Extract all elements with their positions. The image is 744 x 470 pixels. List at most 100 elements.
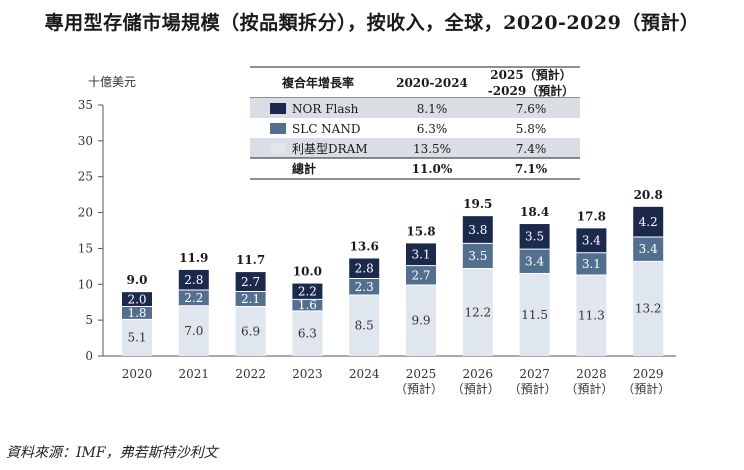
bar-group-2026: 12.2 3.5 3.8 19.5 2026（預計） <box>452 197 500 396</box>
total-value-label: 17.8 <box>577 209 606 223</box>
bar-group-2023: 6.3 1.62.2 10.0 2023 <box>292 265 323 381</box>
bar-nor-flash <box>633 206 664 237</box>
bar-group-2025: 9.9 2.7 3.1 15.8 2025（預計） <box>395 224 443 396</box>
bar-group-2022: 6.9 2.1 2.7 11.7 2022 <box>235 253 266 381</box>
slc-value-label: 3.4 <box>525 254 544 268</box>
bar-dram <box>519 273 550 356</box>
x-tick-label: 2023 <box>292 367 323 381</box>
cagr-value-2: 7.4% <box>516 142 547 156</box>
bar-nor-flash <box>292 283 323 300</box>
bar-slc-nand <box>235 291 266 307</box>
chart-title: 專用型存儲市場規模（按品類拆分），按收入，全球，2020-2029（預計） <box>44 12 700 34</box>
table-header-cagr: 複合年增長率 <box>281 75 354 90</box>
dram-value-label: 8.5 <box>355 319 374 333</box>
bar-dram <box>576 274 607 356</box>
y-tick-label: 25 <box>78 170 93 184</box>
bar-slc-nand <box>292 299 323 311</box>
total-value-label: 11.7 <box>236 253 265 267</box>
bar-dram <box>235 306 266 356</box>
bar-dram <box>633 261 664 356</box>
bar-dram <box>122 319 152 356</box>
table-row-shade <box>250 138 580 158</box>
x-tick-label: 2024 <box>349 367 380 381</box>
bar-dram <box>349 295 380 356</box>
slc-value-label: 3.4 <box>639 242 658 256</box>
x-tick-label: 2028 <box>576 367 607 381</box>
x-tick-sublabel: （預計） <box>509 381 557 396</box>
legend-label: SLC NAND <box>292 122 360 136</box>
bar-nor-flash <box>235 272 266 292</box>
bar-nor-flash <box>406 243 436 266</box>
x-tick-label: 2021 <box>179 367 210 381</box>
cagr-value-2: 7.6% <box>516 102 547 116</box>
x-tick-sublabel: （預計） <box>622 381 670 396</box>
bar-group-2024: 8.5 2.3 2.8 13.6 2024 <box>349 239 380 381</box>
total-value-label: 9.0 <box>127 273 148 287</box>
x-tick-sublabel: （預計） <box>565 381 613 396</box>
total-value-label: 19.5 <box>463 197 492 211</box>
nor-value-label: 3.8 <box>468 223 487 237</box>
nor-value-label: 4.2 <box>639 215 658 229</box>
dram-value-label: 6.3 <box>298 326 317 340</box>
dram-value-label: 11.5 <box>521 308 548 322</box>
bar-slc-nand <box>633 236 664 262</box>
total-value-label: 11.9 <box>179 251 208 265</box>
bar-dram <box>406 285 436 356</box>
bar-dram <box>292 310 323 356</box>
dram-value-label: 5.1 <box>127 331 146 345</box>
total-value-label: 13.6 <box>350 239 379 253</box>
slc-value-label: 2.3 <box>355 280 374 294</box>
total-row-label: 總計 <box>292 161 316 176</box>
table-header-period-2a: 2025（預計） <box>490 67 571 82</box>
bar-slc-nand <box>519 249 550 274</box>
bar-slc-nand <box>349 278 380 296</box>
x-tick-sublabel: （預計） <box>452 381 500 396</box>
nor-value-label: 3.5 <box>525 230 544 244</box>
bar-group-2020: 5.1 1.82.0 9.0 2020 <box>122 273 153 381</box>
bar-nor-flash <box>122 292 152 307</box>
total-value-label: 20.8 <box>634 188 663 202</box>
slc-value-label: 2.1 <box>241 292 260 306</box>
y-tick-label: 35 <box>78 98 93 112</box>
bar-nor-flash <box>576 228 607 253</box>
y-tick-label: 15 <box>78 241 93 255</box>
nor-value-label: 2.0 <box>127 292 146 306</box>
table-header-period-2b: -2029（預計） <box>488 83 574 98</box>
bar-nor-flash <box>178 269 209 291</box>
dram-value-label: 13.2 <box>635 302 662 316</box>
dram-value-label: 11.3 <box>578 308 605 322</box>
bar-group-2028: 11.3 3.1 3.4 17.8 2028（預計） <box>565 209 613 396</box>
bar-nor-flash <box>462 216 493 244</box>
nor-value-label: 2.8 <box>184 273 203 287</box>
bar-slc-nand <box>122 306 152 320</box>
slc-value-label: 1.6 <box>298 298 317 312</box>
bar-group-2027: 11.5 3.4 3.5 18.4 2027（預計） <box>509 205 557 396</box>
total-value-label: 18.4 <box>520 205 549 219</box>
cagr-value-2: 5.8% <box>516 122 547 136</box>
nor-value-label: 3.1 <box>411 248 430 262</box>
x-tick-sublabel: （預計） <box>395 381 443 396</box>
total-cagr-1: 11.0% <box>412 162 453 176</box>
slc-value-label: 1.8 <box>127 306 146 320</box>
total-cagr-2: 7.1% <box>515 162 548 176</box>
x-tick-label: 2027 <box>519 367 550 381</box>
y-axis-label: 十億美元 <box>88 75 136 89</box>
bar-slc-nand <box>462 243 493 269</box>
nor-value-label: 2.2 <box>298 284 317 298</box>
y-tick-label: 20 <box>78 206 93 220</box>
x-tick-label: 2020 <box>122 367 153 381</box>
cagr-value-1: 13.5% <box>413 142 451 156</box>
dram-value-label: 9.9 <box>411 314 430 328</box>
slc-value-label: 3.1 <box>582 257 601 271</box>
legend-swatch <box>270 143 286 154</box>
y-tick-label: 5 <box>85 313 93 327</box>
y-tick-label: 0 <box>85 349 93 363</box>
slc-value-label: 2.2 <box>184 291 203 305</box>
x-tick-label: 2026 <box>463 367 494 381</box>
nor-value-label: 2.8 <box>355 262 374 276</box>
bar-nor-flash <box>349 258 380 279</box>
cagr-value-1: 6.3% <box>417 122 448 136</box>
bar-slc-nand <box>178 290 209 306</box>
y-tick-label: 10 <box>78 277 93 291</box>
